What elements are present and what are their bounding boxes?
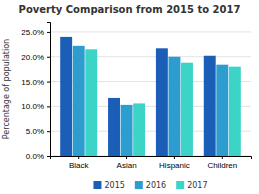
x-tick-label: Black [69, 161, 90, 170]
legend-swatch [135, 181, 143, 189]
y-tick-label: 0.0% [26, 152, 44, 161]
y-tick: 10.0% [21, 102, 50, 111]
bar [229, 67, 241, 156]
y-tick-mark [47, 156, 50, 157]
bar [121, 105, 133, 156]
legend-label: 2015 [104, 181, 124, 190]
y-tick-label: 15.0% [21, 78, 44, 87]
plot: 0.0% 5.0% 10.0% 15.0% 20.0% 25.0% Black Asian Hi… [21, 23, 251, 170]
x-tick-mark [222, 156, 223, 159]
y-tick: 25.0% [21, 28, 50, 37]
legend-item: 2017 [176, 181, 207, 190]
legend-swatch [176, 181, 184, 189]
bar [85, 49, 97, 156]
x-tick-label: Asian [117, 161, 137, 170]
y-tick-label: 10.0% [21, 102, 44, 111]
bar [181, 63, 193, 156]
y-tick: 15.0% [21, 78, 50, 87]
y-axis-line [47, 23, 51, 157]
bar [168, 57, 180, 156]
y-axis-title: Percentage of population [2, 39, 11, 139]
x-tick-label: Hispanic [159, 161, 190, 170]
x-axis-line [51, 157, 252, 160]
x-tick-label: Children [207, 161, 237, 170]
bar [60, 37, 72, 156]
bar [204, 56, 216, 156]
legend-item: 2016 [135, 181, 166, 190]
x-axis: Black Asian Hispanic Children [51, 156, 252, 170]
y-tick-label: 20.0% [21, 53, 44, 62]
bar [108, 98, 120, 156]
chart: Poverty Comparison from 2015 to 2017 0.0%… [0, 0, 259, 194]
y-tick-label: 5.0% [26, 127, 44, 136]
y-tick-mark [47, 131, 50, 132]
y-tick-mark [47, 106, 50, 107]
bar [73, 46, 85, 156]
x-tick: Black [69, 156, 90, 170]
x-tick: Hispanic [159, 156, 190, 170]
bars [60, 37, 241, 156]
x-tick: Asian [117, 156, 137, 170]
y-axis: 0.0% 5.0% 10.0% 15.0% 20.0% 25.0% [21, 23, 50, 162]
bar [216, 65, 228, 156]
y-tick: 20.0% [21, 53, 50, 62]
y-tick: 5.0% [26, 127, 50, 136]
y-tick-mark [47, 82, 50, 83]
y-tick-mark [47, 32, 50, 33]
x-tick-mark [126, 156, 127, 159]
legend-item: 2015 [93, 181, 124, 190]
grid [50, 32, 251, 156]
x-tick-mark [174, 156, 175, 159]
y-tick-mark [47, 57, 50, 58]
legend: 2015 2016 2017 [93, 181, 207, 190]
title: Poverty Comparison from 2015 to 2017 [19, 4, 241, 15]
grid-line [50, 31, 251, 32]
legend-swatch [93, 181, 101, 189]
bar [156, 48, 168, 156]
bar [133, 103, 145, 156]
legend-label: 2017 [187, 181, 207, 190]
y-tick: 0.0% [26, 152, 50, 161]
legend-label: 2016 [146, 181, 166, 190]
x-tick-mark [78, 156, 79, 159]
y-tick-label: 25.0% [21, 28, 44, 37]
x-tick: Children [207, 156, 237, 170]
